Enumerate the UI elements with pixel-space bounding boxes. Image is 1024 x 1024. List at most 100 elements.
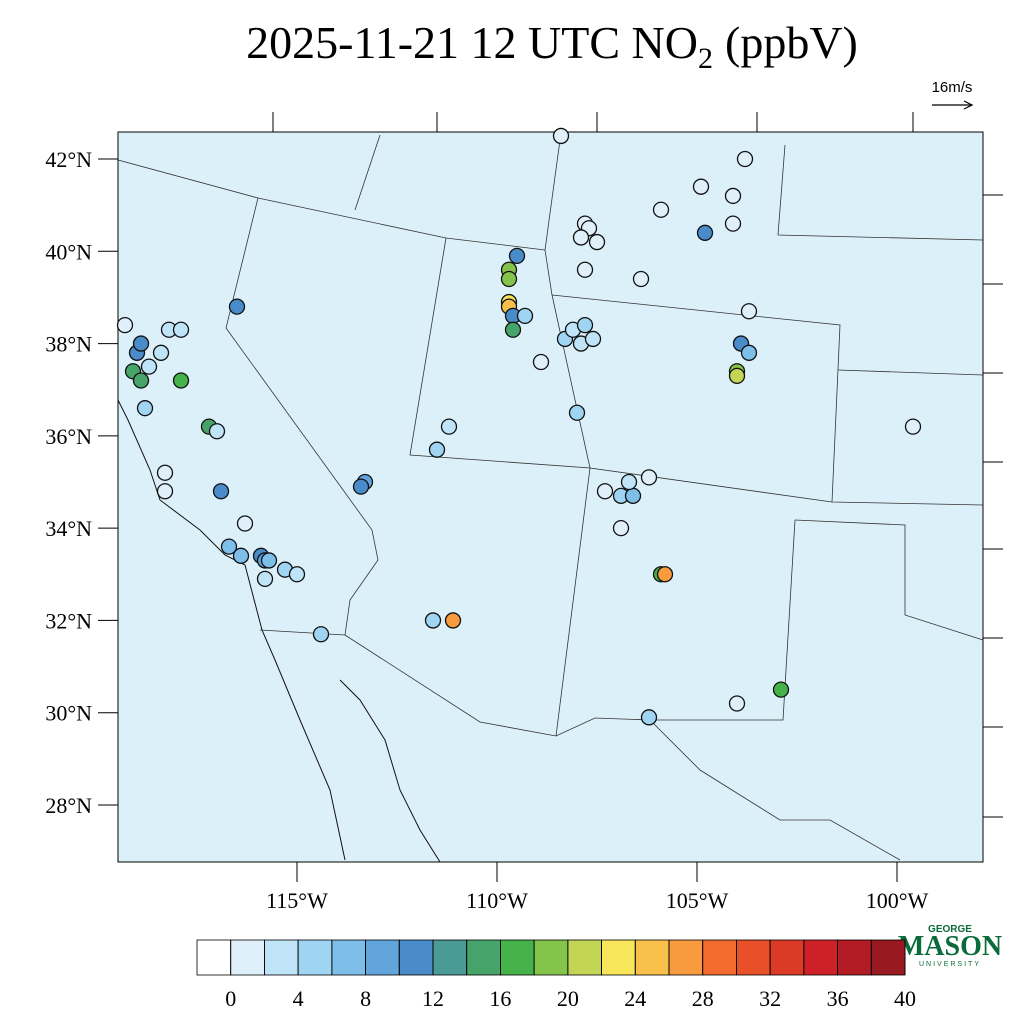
station	[428, 441, 446, 458]
lat-tick-label: 38°N	[45, 332, 92, 357]
station	[724, 187, 742, 205]
map-frame	[117, 131, 984, 863]
lat-tick-label: 32°N	[45, 608, 92, 633]
station	[152, 344, 170, 361]
wind-reference-arrow	[932, 100, 974, 110]
station	[136, 400, 154, 417]
station	[640, 709, 658, 726]
station	[260, 552, 278, 569]
lat-tick-label: 40°N	[45, 239, 92, 264]
station	[132, 335, 150, 352]
colorbar-tick-label: 0	[225, 986, 236, 1011]
colorbar-box	[567, 939, 602, 976]
colorbar-box	[803, 939, 838, 976]
station	[172, 321, 190, 338]
station	[220, 538, 238, 555]
colorbar-tick-label: 40	[894, 986, 916, 1011]
station	[508, 247, 526, 265]
map-features	[117, 134, 984, 863]
colorbar-box	[601, 939, 636, 976]
colorbar-box	[870, 939, 906, 976]
colorbar-box	[297, 939, 333, 976]
map-title: 2025-11-21 12 UTC NO2 (ppbV)	[246, 17, 858, 75]
station	[232, 547, 250, 564]
title-main: 2025-11-21 12 UTC NO	[246, 17, 698, 68]
station	[140, 358, 158, 375]
colorbar-box	[264, 939, 299, 976]
station	[632, 270, 650, 288]
colorbar-tick-label: 12	[422, 986, 444, 1011]
colorbar-box	[196, 939, 232, 976]
station	[156, 464, 174, 481]
colorbar-tick-label: 16	[489, 986, 511, 1011]
station	[516, 307, 534, 325]
station	[288, 566, 306, 583]
lat-tick-label: 34°N	[45, 516, 92, 541]
station	[156, 483, 174, 500]
station	[532, 353, 550, 371]
station	[212, 483, 230, 500]
station	[656, 566, 674, 583]
station	[724, 215, 742, 232]
colorbar-box	[230, 939, 265, 976]
station	[620, 473, 638, 491]
map-area	[118, 132, 983, 862]
lat-tick-label: 30°N	[45, 701, 92, 726]
station	[576, 316, 594, 334]
lon-tick-label: 115°W	[266, 888, 328, 913]
logo-name: MASON	[898, 931, 1002, 962]
colorbar-tick-label: 20	[557, 986, 579, 1011]
station	[500, 270, 518, 288]
station	[624, 487, 642, 504]
colorbar-box	[432, 939, 468, 976]
station	[256, 570, 274, 588]
station	[904, 418, 922, 435]
axis-ticks	[272, 112, 1003, 818]
station	[736, 150, 754, 168]
station	[504, 321, 522, 338]
station	[132, 372, 150, 389]
station	[444, 612, 462, 629]
station	[596, 483, 614, 500]
colorbar-tick-label: 28	[692, 986, 714, 1011]
logo: GEORGE MASON UNIVERSITY	[898, 924, 1002, 968]
colorbar-box	[634, 939, 670, 976]
station	[772, 681, 790, 698]
colorbar-box	[500, 939, 535, 976]
logo-bottom: UNIVERSITY	[919, 961, 981, 968]
logo-top: GEORGE	[928, 924, 972, 935]
colorbar-box	[365, 939, 400, 976]
station	[572, 229, 590, 246]
station	[236, 515, 254, 532]
title-subscript: 2	[698, 42, 713, 75]
colorbar-tick-label: 8	[360, 986, 371, 1011]
colorbar-tick-label: 24	[624, 986, 646, 1011]
colorbar-box	[668, 939, 704, 976]
station	[728, 367, 746, 385]
colorbar-box	[398, 939, 434, 976]
station	[740, 344, 758, 361]
station	[116, 316, 134, 334]
station	[172, 372, 190, 389]
colorbar-box	[331, 939, 366, 976]
lon-tick-label: 110°W	[466, 888, 528, 913]
colorbar-box	[533, 939, 569, 976]
station	[440, 418, 458, 435]
colorbar-box	[466, 939, 501, 976]
wind-reference-label: 16m/s	[932, 79, 973, 96]
station	[208, 423, 226, 440]
station	[568, 404, 586, 421]
station	[640, 469, 658, 486]
colorbar-box	[702, 939, 737, 976]
lat-tick-label: 28°N	[45, 793, 92, 818]
colorbar-box	[769, 939, 805, 976]
title-unit: (ppbV)	[725, 17, 858, 68]
station	[728, 695, 746, 712]
colorbar-tick-label: 36	[827, 986, 849, 1011]
lon-tick-label: 100°W	[866, 888, 929, 913]
colorbar-tick-label: 4	[293, 986, 304, 1011]
station	[228, 298, 246, 315]
station	[352, 478, 370, 495]
lon-tick-label: 105°W	[666, 888, 729, 913]
